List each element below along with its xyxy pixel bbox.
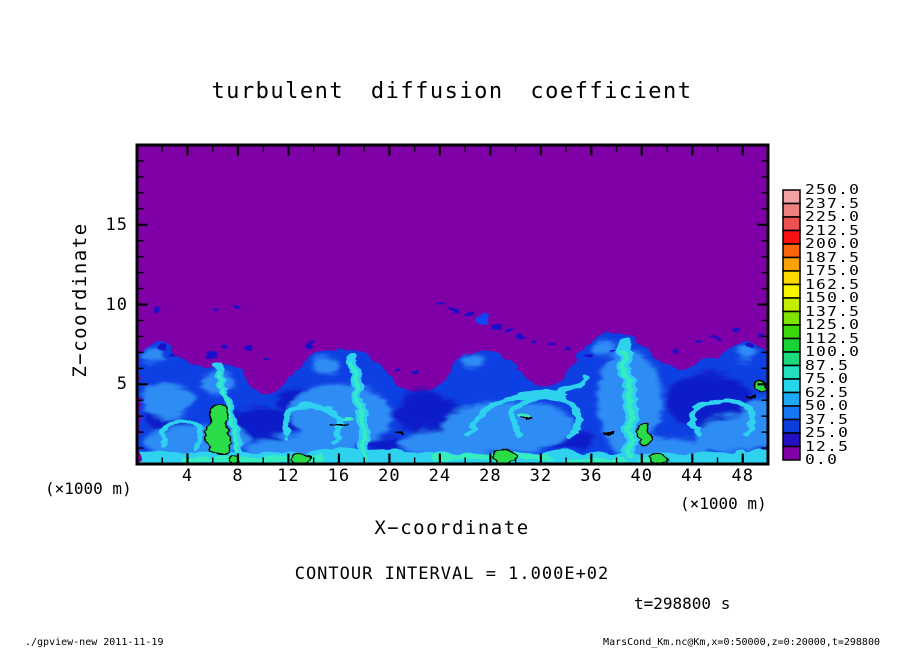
colorbar-level-label: 200.0 bbox=[805, 237, 861, 252]
colorbar-level-label: 62.5 bbox=[805, 385, 850, 401]
colorbar-level-label: 112.5 bbox=[805, 331, 861, 347]
colorbar-level-label: 175.0 bbox=[805, 264, 861, 279]
colorbar-cell bbox=[782, 418, 801, 434]
x-tick-label: 28 bbox=[479, 466, 502, 486]
x-tick-label: 20 bbox=[378, 466, 401, 486]
x-tick-label: 24 bbox=[428, 466, 452, 486]
colorbar bbox=[782, 189, 801, 461]
x-tick-label: 36 bbox=[580, 466, 603, 486]
colorbar-level-label: 125.0 bbox=[805, 318, 861, 333]
contour-interval-text: CONTOUR INTERVAL = 1.000E+02 bbox=[294, 564, 610, 584]
contour-dashes bbox=[330, 391, 753, 432]
x-axis-unit-right: (×1000 m) bbox=[680, 494, 767, 513]
colorbar-level-label: 237.5 bbox=[805, 196, 861, 212]
colorbar-cell bbox=[782, 310, 801, 326]
colorbar-cell bbox=[782, 378, 801, 394]
colorbar-cell bbox=[782, 243, 801, 259]
colorbar-cell bbox=[782, 270, 801, 286]
x-axis-unit-left: (×1000 m) bbox=[45, 479, 132, 498]
colorbar-level-label: 162.5 bbox=[805, 277, 861, 293]
colorbar-cell bbox=[782, 297, 801, 313]
colorbar-level-label: 225.0 bbox=[805, 210, 861, 225]
turbulent-field bbox=[137, 300, 768, 464]
x-tick-label: 8 bbox=[232, 466, 244, 486]
z-tick-label: 5 bbox=[116, 374, 128, 395]
axis-ticks bbox=[138, 146, 767, 463]
x-tick-label: 44 bbox=[681, 466, 704, 486]
plume-cores bbox=[214, 345, 632, 457]
detached-blobs bbox=[149, 300, 762, 373]
colorbar-cell bbox=[782, 405, 801, 421]
colorbar-cell bbox=[782, 364, 801, 380]
footer-source: MarsCond_Km.nc@Km,x=0:50000,z=0:20000,t=… bbox=[603, 637, 880, 648]
colorbar-level-label: 37.5 bbox=[805, 412, 850, 428]
colorbar-cell bbox=[782, 445, 801, 461]
colorbar-cell bbox=[782, 202, 801, 218]
colorbar-cell bbox=[782, 351, 801, 367]
colorbar-level-label: 0.0 bbox=[805, 453, 839, 468]
x-tick-label: 40 bbox=[630, 466, 654, 486]
x-tick-label: 32 bbox=[529, 466, 553, 486]
colorbar-level-label: 250.0 bbox=[805, 183, 861, 198]
colorbar-level-label: 187.5 bbox=[805, 250, 861, 266]
colorbar-level-label: 137.5 bbox=[805, 304, 861, 320]
colorbar-cell bbox=[782, 229, 801, 245]
colorbar-level-label: 100.0 bbox=[805, 345, 861, 360]
x-tick-label: 16 bbox=[327, 466, 351, 486]
x-tick-label: 48 bbox=[731, 466, 754, 486]
x-axis-label: X−coordinate bbox=[374, 517, 530, 539]
colorbar-level-label: 75.0 bbox=[805, 372, 850, 387]
x-tick-label: 4 bbox=[181, 466, 194, 486]
colorbar-cell bbox=[782, 283, 801, 299]
colorbar-cell bbox=[782, 391, 801, 407]
colorbar-cell bbox=[782, 189, 801, 205]
colorbar-cell bbox=[782, 324, 801, 340]
colorbar-level-label: 150.0 bbox=[805, 291, 861, 306]
plot-frame bbox=[135, 143, 770, 466]
colorbar-level-label: 212.5 bbox=[805, 223, 861, 239]
colorbar-cell bbox=[782, 256, 801, 272]
contour-maxima bbox=[204, 379, 764, 463]
footer-command: ./gpview-new 2011-11-19 bbox=[25, 637, 164, 648]
colorbar-level-label: 25.0 bbox=[805, 426, 850, 441]
colorbar-level-label: 87.5 bbox=[805, 358, 850, 374]
z-tick-label: 15 bbox=[105, 214, 128, 235]
colorbar-level-label: 12.5 bbox=[805, 439, 850, 455]
x-tick-label: 12 bbox=[277, 466, 300, 486]
colorbar-cell bbox=[782, 337, 801, 353]
plot-title: turbulent diffusion coefficient bbox=[211, 79, 693, 104]
colorbar-level-label: 50.0 bbox=[805, 399, 850, 414]
colorbar-cell bbox=[782, 216, 801, 232]
z-tick-label: 10 bbox=[105, 294, 128, 315]
surface-hotspots bbox=[180, 413, 650, 461]
time-annotation: t=298800 s bbox=[634, 594, 731, 613]
colorbar-cell bbox=[782, 432, 801, 448]
